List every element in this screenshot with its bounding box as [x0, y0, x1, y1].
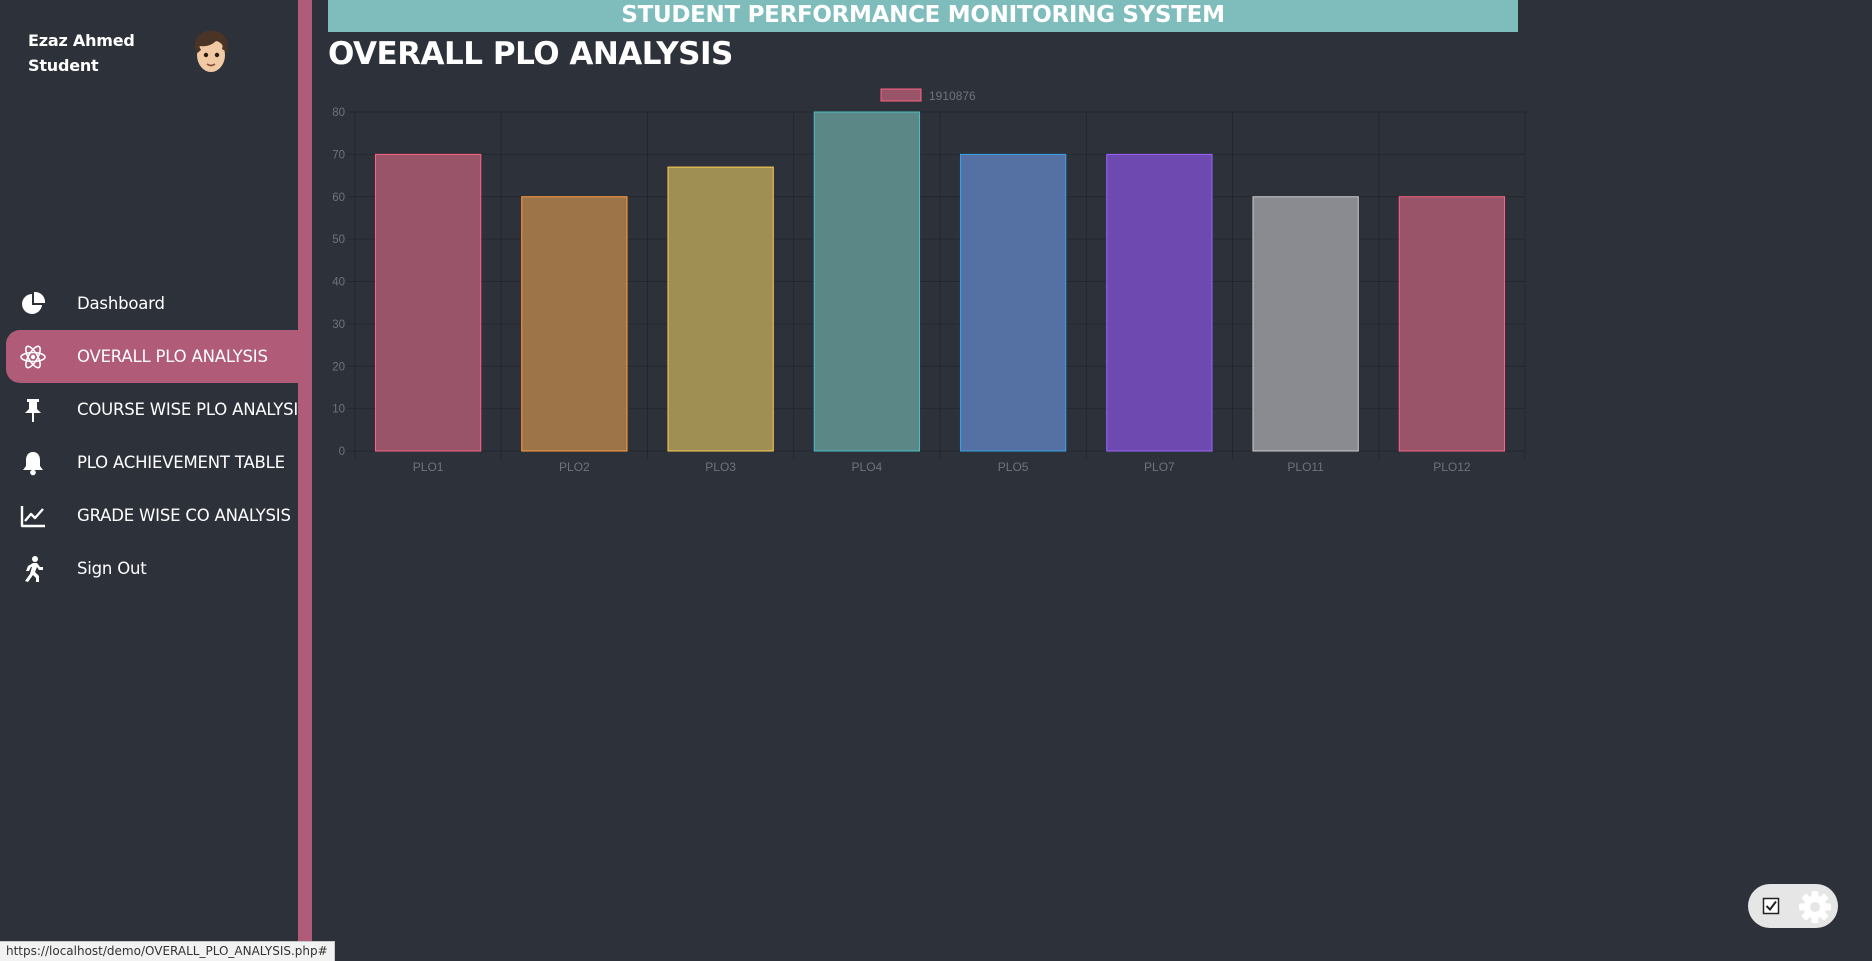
- legend-swatch: [880, 88, 922, 102]
- bar-plo3: [667, 166, 774, 452]
- pin-icon: [18, 395, 48, 425]
- y-tick-label: 80: [332, 107, 345, 119]
- page-title: OVERALL PLO ANALYSIS: [328, 36, 733, 72]
- status-bar-url: https://localhost/demo/OVERALL_PLO_ANALY…: [0, 941, 335, 961]
- x-tick-label: PLO3: [705, 460, 736, 474]
- bar-plo11: [1252, 196, 1359, 452]
- y-tick-label: 50: [332, 234, 345, 246]
- line-chart-icon: [18, 501, 48, 531]
- x-tick-label: PLO5: [998, 460, 1029, 474]
- sidebar-accent-stripe: [298, 0, 312, 960]
- y-tick-label: 40: [332, 277, 345, 289]
- plo-bar-chart: 0 10 20 30 40 50 60 70 80 PLO1 PLO2 PLO3 PLO4 PLO5 PLO…: [332, 88, 1526, 474]
- app-banner: STUDENT PERFORMANCE MONITORING SYSTEM: [328, 0, 1518, 32]
- user-name: Ezaz Ahmed: [28, 31, 135, 50]
- sidebar-nav: Dashboard OVERALL PLO ANALYSIS: [0, 277, 312, 595]
- x-tick-label: PLO1: [413, 460, 444, 474]
- y-tick-label: 60: [332, 192, 345, 204]
- bell-icon: [18, 448, 48, 478]
- pie-chart-icon: [18, 289, 48, 319]
- bar-plo7: [1106, 153, 1213, 452]
- x-tick-label: PLO7: [1144, 460, 1175, 474]
- y-tick-label: 20: [332, 361, 345, 373]
- sidebar-item-sign-out[interactable]: Sign Out: [0, 542, 312, 595]
- sidebar-item-dashboard[interactable]: Dashboard: [0, 277, 312, 330]
- y-tick-label: 10: [332, 404, 345, 416]
- x-tick-label: PLO2: [559, 460, 590, 474]
- sidebar-item-label: COURSE WISE PLO ANALYSIS: [77, 400, 309, 419]
- bar-plo2: [521, 196, 628, 452]
- bar-plo4: [813, 111, 921, 452]
- bar-plo1: [374, 153, 482, 452]
- sidebar-item-label: GRADE WISE CO ANALYSIS: [77, 506, 291, 525]
- running-person-icon: [18, 554, 48, 584]
- sidebar-item-label: OVERALL PLO ANALYSIS: [77, 347, 268, 366]
- sidebar: Ezaz Ahmed Student Dashboard: [0, 0, 312, 960]
- user-role: Student: [28, 56, 99, 75]
- settings-widget[interactable]: [1748, 884, 1838, 928]
- gear-icon[interactable]: [1798, 890, 1832, 928]
- sidebar-item-label: Dashboard: [77, 294, 165, 313]
- y-tick-label: 30: [332, 319, 345, 331]
- sidebar-item-course-wise-plo-analysis[interactable]: COURSE WISE PLO ANALYSIS: [0, 383, 312, 436]
- bar-plo12: [1398, 196, 1506, 452]
- bar-plo5: [959, 153, 1067, 452]
- legend-label: 1910876: [929, 89, 976, 103]
- sidebar-item-label: Sign Out: [77, 559, 147, 578]
- atom-icon: [18, 342, 48, 372]
- sidebar-item-grade-wise-co-analysis[interactable]: GRADE WISE CO ANALYSIS: [0, 489, 312, 542]
- sidebar-item-plo-achievement-table[interactable]: PLO ACHIEVEMENT TABLE: [0, 436, 312, 489]
- y-tick-label: 0: [339, 446, 345, 458]
- x-tick-label: PLO4: [852, 460, 883, 474]
- avatar[interactable]: [190, 28, 232, 76]
- x-tick-label: PLO11: [1287, 460, 1324, 474]
- y-tick-label: 70: [332, 149, 345, 161]
- sidebar-item-overall-plo-analysis[interactable]: OVERALL PLO ANALYSIS: [6, 316, 312, 397]
- sidebar-item-label: PLO ACHIEVEMENT TABLE: [77, 453, 285, 472]
- x-tick-label: PLO12: [1433, 460, 1471, 474]
- checkbox-icon[interactable]: [1762, 897, 1780, 919]
- profile-info: Ezaz Ahmed Student: [28, 28, 135, 78]
